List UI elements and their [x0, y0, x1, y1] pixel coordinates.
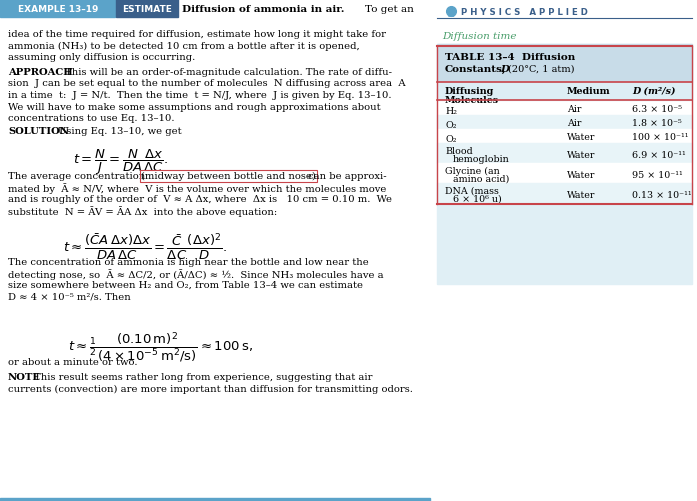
Text: mated by  Ā ≈ N/V, where  V is the volume over which the molecules move: mated by Ā ≈ N/V, where V is the volume … [8, 183, 386, 194]
Text: ammonia (NH₃) to be detected 10 cm from a bottle after it is opened,: ammonia (NH₃) to be detected 10 cm from … [8, 42, 360, 51]
Bar [116, 0, 178, 18]
Text: Blood: Blood [445, 147, 473, 156]
Text: Using Eq. 13–10, we get: Using Eq. 13–10, we get [58, 127, 182, 136]
Text: hemoglobin: hemoglobin [453, 155, 510, 164]
Text: detecting nose, so  Ā ≈ ΔC/2, or (Ā/ΔC) ≈ ½.  Since NH₃ molecules have a: detecting nose, so Ā ≈ ΔC/2, or (Ā/ΔC) ≈… [8, 269, 383, 280]
Text: $t \approx \dfrac{(\bar{C}A\,\Delta x)\Delta x}{DA\,\Delta C} = \dfrac{\bar{C}}{: $t \approx \dfrac{(\bar{C}A\,\Delta x)\D… [63, 231, 227, 262]
Text: This will be an order-of-magnitude calculation. The rate of diffu-: This will be an order-of-magnitude calcu… [65, 68, 392, 77]
Text: ESTIMATE: ESTIMATE [122, 5, 172, 14]
Text: Water: Water [567, 190, 595, 199]
Text: O₂: O₂ [445, 121, 457, 130]
Text: $t = \dfrac{N}{J} = \dfrac{N}{DA}\dfrac{\Delta x}{\Delta C}.$: $t = \dfrac{N}{J} = \dfrac{N}{DA}\dfrac{… [72, 148, 167, 177]
Text: (midway between bottle and nose): (midway between bottle and nose) [141, 172, 316, 181]
Text: (20°C, 1 atm): (20°C, 1 atm) [508, 65, 574, 74]
Text: Air: Air [567, 119, 581, 128]
Text: substitute  N = ĀV = ĀA Δx  into the above equation:: substitute N = ĀV = ĀA Δx into the above… [8, 206, 277, 217]
Text: SOLUTION: SOLUTION [8, 127, 69, 136]
Text: 100 × 10⁻¹¹: 100 × 10⁻¹¹ [632, 133, 689, 142]
Text: and is roughly of the order of  V ≈ A Δx, where  Δx is   10 cm = 0.10 m.  We: and is roughly of the order of V ≈ A Δx,… [8, 194, 392, 203]
Text: Medium: Medium [567, 87, 611, 96]
Text: Constants,: Constants, [445, 65, 507, 74]
Text: P H Y S I C S   A P P L I E D: P H Y S I C S A P P L I E D [461, 8, 588, 17]
Text: H₂: H₂ [445, 107, 457, 116]
Bar [437, 144, 692, 164]
Text: D ≈ 4 × 10⁻⁵ m²/s. Then: D ≈ 4 × 10⁻⁵ m²/s. Then [8, 292, 131, 301]
Text: 95 × 10⁻¹¹: 95 × 10⁻¹¹ [632, 170, 683, 179]
Text: The average concentration: The average concentration [8, 172, 145, 181]
Bar [437, 102, 692, 116]
Text: concentrations to use Eq. 13–10.: concentrations to use Eq. 13–10. [8, 114, 174, 123]
Text: D: D [500, 65, 509, 74]
Text: 6 × 10⁶ u): 6 × 10⁶ u) [453, 194, 502, 203]
Text: 6.9 × 10⁻¹¹: 6.9 × 10⁻¹¹ [632, 150, 686, 159]
Text: in a time  t:  J = N/t.  Then the time  t = N/J, where  J is given by Eq. 13–10.: in a time t: J = N/t. Then the time t = … [8, 91, 392, 100]
Text: idea of the time required for diffusion, estimate how long it might take for: idea of the time required for diffusion,… [8, 30, 386, 39]
Text: size somewhere between H₂ and O₂, from Table 13–4 we can estimate: size somewhere between H₂ and O₂, from T… [8, 281, 363, 290]
Text: amino acid): amino acid) [453, 175, 510, 184]
Text: O₂: O₂ [445, 135, 457, 144]
Bar [437, 83, 692, 101]
Bar [437, 45, 692, 83]
Text: The concentration of ammonia is high near the bottle and low near the: The concentration of ammonia is high nea… [8, 258, 369, 267]
Text: Air: Air [567, 105, 581, 114]
Text: currents (convection) are more important than diffusion for transmitting odors.: currents (convection) are more important… [8, 384, 413, 393]
Text: Diffusing: Diffusing [445, 87, 494, 96]
Text: To get an: To get an [365, 5, 414, 14]
Text: Diffusion time: Diffusion time [442, 32, 516, 41]
Text: Water: Water [567, 150, 595, 159]
Text: assuming only diffusion is occurring.: assuming only diffusion is occurring. [8, 53, 195, 62]
Text: 6.3 × 10⁻⁵: 6.3 × 10⁻⁵ [632, 105, 682, 114]
Text: D (m²/s): D (m²/s) [632, 87, 675, 96]
Text: sion  J can be set equal to the number of molecules  N diffusing across area  A: sion J can be set equal to the number of… [8, 79, 406, 88]
Text: Diffusion of ammonia in air.: Diffusion of ammonia in air. [182, 5, 344, 14]
Text: can be approxi-: can be approxi- [308, 172, 387, 181]
Text: 1.8 × 10⁻⁵: 1.8 × 10⁻⁵ [632, 119, 682, 128]
Text: TABLE 13–4  Diffusion: TABLE 13–4 Diffusion [445, 53, 575, 62]
Text: Glycine (an: Glycine (an [445, 167, 500, 176]
Bar [437, 130, 692, 144]
Bar [0, 0, 115, 18]
Text: DNA (mass: DNA (mass [445, 187, 499, 195]
Text: Water: Water [567, 170, 595, 179]
Text: or about a minute or two.: or about a minute or two. [8, 357, 137, 366]
Text: We will have to make some assumptions and rough approximations about: We will have to make some assumptions an… [8, 102, 381, 111]
Text: ⛹: ⛹ [447, 7, 454, 17]
Text: EXAMPLE 13–19: EXAMPLE 13–19 [18, 5, 98, 14]
Bar [437, 45, 692, 285]
Bar [437, 164, 692, 184]
Bar [0, 498, 430, 501]
Text: $t \approx \frac{1}{2}\dfrac{(0.10\,\mathrm{m})^2}{(4\times10^{-5}\,\mathrm{m}^2: $t \approx \frac{1}{2}\dfrac{(0.10\,\mat… [68, 329, 252, 363]
Text: NOTE: NOTE [8, 372, 41, 381]
Text: Molecules: Molecules [445, 96, 499, 105]
Bar [437, 184, 692, 203]
Bar [437, 116, 692, 130]
Text: This result seems rather long from experience, suggesting that air: This result seems rather long from exper… [34, 372, 372, 381]
Text: Water: Water [567, 133, 595, 142]
Text: 0.13 × 10⁻¹¹: 0.13 × 10⁻¹¹ [632, 190, 691, 199]
Text: APPROACH: APPROACH [8, 68, 72, 77]
